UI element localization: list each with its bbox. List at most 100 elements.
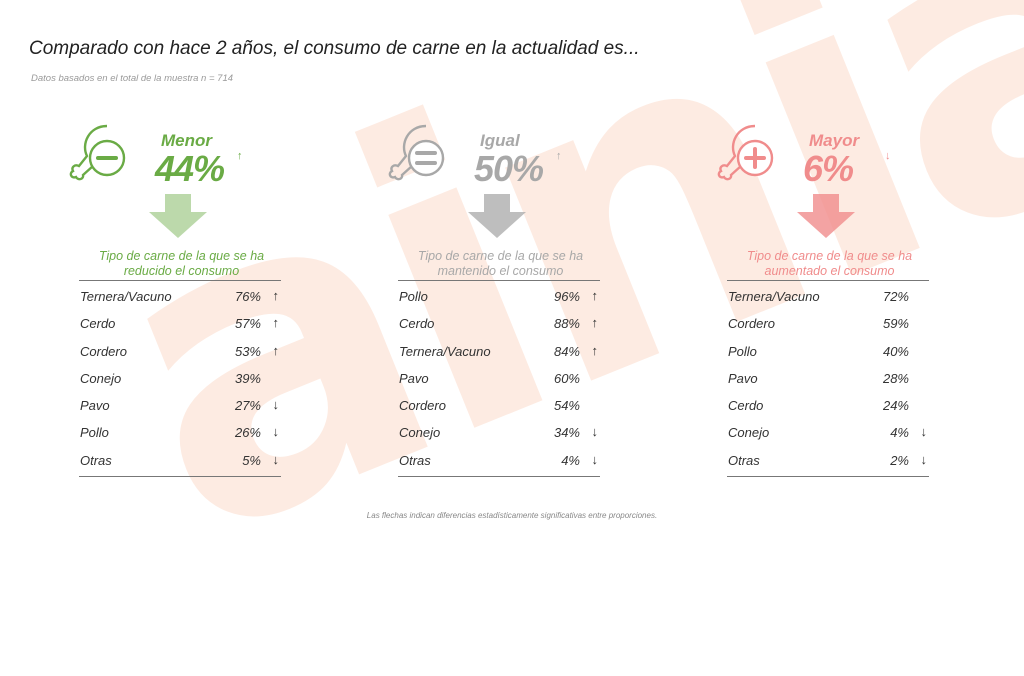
meat-type: Otras: [399, 452, 431, 468]
footnote: Las flechas indican diferencias estadíst…: [366, 511, 658, 520]
meat-type: Ternera/Vacuno: [80, 289, 172, 304]
table-row: Cordero 59%: [727, 312, 929, 339]
meat-percent: 2%: [890, 452, 909, 468]
meat-percent: 34%: [553, 425, 580, 441]
meat-table: Pollo 96% ↑ Cerdo 88% ↑ Ternera/Vacuno 84% ↑ Pavo…: [398, 285, 600, 478]
meat-table: Ternera/Vacuno 76% ↑ Cerdo 57% ↑ Cordero 53% ↑ Co…: [79, 285, 281, 478]
category-percent: 50%: [474, 148, 544, 189]
table-row: Cerdo 88% ↑: [398, 312, 600, 339]
meat-type: Cordero: [728, 316, 775, 332]
table-row: Conejo 4% ↓: [727, 421, 929, 448]
meat-percent: 96%: [553, 289, 580, 304]
significance-arrow: ↑: [591, 342, 599, 358]
group-menor: Menor 44% ↑ Tipo de carne de la que se h…: [69, 118, 339, 478]
meat-percent: 60%: [553, 370, 580, 386]
category-label: Menor: [161, 131, 212, 150]
table-row: Pavo 27% ↓: [79, 394, 281, 421]
significance-arrow: ↑: [591, 288, 599, 303]
caption-line-1: Tipo de carne de la que se ha: [746, 249, 913, 263]
significance-arrow: ↓: [272, 424, 280, 440]
meat-type: Cordero: [80, 343, 127, 359]
table-caption: Tipo de carne de la que se ha aumentado …: [727, 249, 932, 279]
caption-line-1: Tipo de carne de la que se ha: [417, 249, 584, 263]
table-row: Pavo 28%: [727, 367, 929, 394]
caption-line-2: reducido el consumo: [123, 264, 240, 278]
meat-percent: 84%: [553, 343, 580, 359]
trend-arrow: ↑: [237, 150, 243, 162]
drumstick-equal-icon: [388, 124, 445, 181]
meat-percent: 72%: [882, 289, 909, 304]
table-top-rule: [398, 280, 600, 281]
trend-arrow: ↑: [556, 150, 562, 162]
down-arrow-icon: [797, 194, 855, 238]
table-caption: Tipo de carne de la que se ha reducido e…: [79, 249, 284, 279]
caption-line-1: Tipo de carne de la que se ha: [98, 249, 265, 263]
table-caption: Tipo de carne de la que se ha mantenido …: [398, 249, 603, 279]
table-row: Conejo 39%: [79, 367, 281, 394]
table-row: Ternera/Vacuno 72%: [727, 285, 929, 312]
table-row: Ternera/Vacuno 84% ↑: [398, 340, 600, 367]
meat-type: Cerdo: [80, 316, 116, 332]
table-top-rule: [727, 280, 929, 281]
significance-arrow: ↑: [272, 288, 280, 303]
meat-type: Pavo: [80, 398, 110, 414]
caption-line-2: aumentado el consumo: [764, 264, 895, 278]
meat-type: Conejo: [728, 425, 770, 441]
down-arrow-icon: [149, 194, 207, 238]
meat-type: Cerdo: [728, 398, 764, 414]
category-percent: 44%: [155, 148, 225, 189]
meat-percent: 59%: [882, 316, 909, 332]
table-row: Conejo 34% ↓: [398, 421, 600, 448]
table-row: Cerdo 24%: [727, 394, 929, 421]
group-igual: Igual 50% ↑ Tipo de carne de la que se h…: [388, 118, 658, 478]
table-row: Pavo 60%: [398, 367, 600, 394]
sample-note: Datos basados en el total de la muestra …: [31, 73, 234, 84]
meat-type: Pavo: [728, 370, 758, 386]
table-row: Pollo 40%: [727, 340, 929, 367]
table-top-rule: [79, 280, 281, 281]
significance-arrow: ↓: [272, 397, 280, 413]
significance-arrow: ↓: [591, 451, 599, 467]
table-row: Pollo 96% ↑: [398, 285, 600, 312]
meat-type: Ternera/Vacuno: [399, 343, 491, 359]
category-percent: 6%: [803, 148, 854, 189]
table-row: Otras 5% ↓: [79, 449, 281, 476]
table-bottom-rule: [79, 476, 281, 478]
meat-type: Pavo: [399, 370, 429, 386]
meat-percent: 26%: [234, 425, 261, 441]
significance-arrow: ↓: [272, 451, 280, 467]
meat-percent: 27%: [234, 398, 261, 414]
meat-percent: 4%: [890, 425, 909, 441]
table-row: Cerdo 57% ↑: [79, 312, 281, 339]
meat-type: Conejo: [399, 425, 441, 441]
meat-type: Cordero: [399, 398, 446, 414]
meat-percent: 28%: [882, 370, 909, 386]
significance-arrow: ↑: [591, 315, 599, 331]
table-row: Otras 4% ↓: [398, 449, 600, 476]
table-bottom-rule: [398, 476, 600, 478]
meat-percent: 24%: [882, 398, 909, 414]
down-arrow-icon: [468, 194, 526, 238]
table-row: Otras 2% ↓: [727, 449, 929, 476]
meat-type: Cerdo: [399, 316, 435, 332]
meat-type: Pollo: [399, 289, 428, 304]
significance-arrow: ↑: [272, 315, 280, 331]
meat-type: Pollo: [80, 425, 109, 441]
significance-arrow: ↓: [920, 451, 928, 467]
table-row: Ternera/Vacuno 76% ↑: [79, 285, 281, 312]
group-mayor: Mayor 6% ↓ Tipo de carne de la que se ha…: [717, 118, 987, 478]
meat-percent: 54%: [553, 398, 580, 414]
meat-percent: 76%: [234, 289, 261, 304]
table-bottom-rule: [727, 476, 929, 478]
table-row: Cordero 53% ↑: [79, 340, 281, 367]
meat-table: Ternera/Vacuno 72% Cordero 59% Pollo 40% Pavo 2…: [727, 285, 929, 478]
drumstick-minus-icon: [69, 124, 126, 181]
meat-percent: 5%: [242, 452, 261, 468]
table-row: Cordero 54%: [398, 394, 600, 421]
meat-percent: 57%: [234, 316, 261, 332]
meat-percent: 40%: [882, 343, 909, 359]
significance-arrow: ↑: [272, 342, 280, 358]
category-label: Igual: [480, 131, 520, 150]
meat-type: Otras: [80, 452, 112, 468]
meat-type: Ternera/Vacuno: [728, 289, 820, 304]
